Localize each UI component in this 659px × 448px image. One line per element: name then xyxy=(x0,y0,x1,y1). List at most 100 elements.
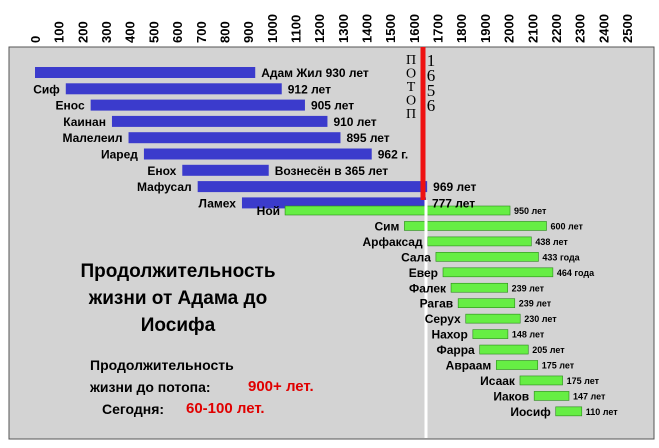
x-tick-label: 400 xyxy=(123,21,138,43)
x-tick-label: 100 xyxy=(52,21,67,43)
bar-after-flood xyxy=(404,221,547,231)
x-tick-label: 200 xyxy=(75,21,90,43)
bar-value-label: 600 лет xyxy=(550,221,583,231)
bar-before-flood xyxy=(182,164,269,176)
x-tick-label: 1700 xyxy=(431,14,446,43)
bar-value-label: 910 лет xyxy=(333,115,376,129)
bar-value-label: 969 лет xyxy=(433,180,476,194)
bar-after-flood xyxy=(435,252,539,262)
bar-value-label: 433 года xyxy=(542,252,580,262)
bar-name-label: Иаред xyxy=(101,148,138,162)
bar-before-flood xyxy=(35,67,256,78)
x-tick-label: 300 xyxy=(99,21,114,43)
x-tick-label: 700 xyxy=(194,21,209,43)
bar-name-label: Фарра xyxy=(436,343,475,357)
bar-before-flood xyxy=(241,197,426,209)
x-tick-label: 1800 xyxy=(454,14,469,43)
bar-after-flood xyxy=(442,267,554,278)
bar-value-label: 950 лет xyxy=(514,206,547,216)
bar-name-label: Енос xyxy=(56,99,85,113)
bar-name-label: Серух xyxy=(425,312,461,326)
bar-before-flood xyxy=(197,181,428,193)
bar-before-flood xyxy=(128,132,341,144)
bar-value-label: 962 г. xyxy=(378,148,409,162)
bar-label: Адам Жил 930 лет xyxy=(261,66,369,80)
bar-name-label: Сала xyxy=(401,250,431,264)
bar-name-label: Ной xyxy=(257,204,280,218)
bar-value-label: 239 лет xyxy=(519,299,552,309)
bar-value-label: 912 лет xyxy=(288,82,331,96)
bar-after-flood xyxy=(495,360,539,370)
bar-after-flood xyxy=(450,282,508,293)
bar-value-label: 110 лет xyxy=(586,407,619,417)
bar-after-flood xyxy=(479,344,529,355)
bar-name-label: Малелеил xyxy=(62,131,122,145)
bar-name-label: Исаак xyxy=(480,374,516,388)
labels-layer: Адам Жил 930 лет Сиф 912 лет Енос 905 лет Каи… xyxy=(33,66,618,419)
bar-name-label: Енох xyxy=(147,164,176,178)
note-line-1: Продолжительность xyxy=(90,357,234,373)
bar-value-label: 175 лет xyxy=(542,361,575,371)
bar-after-flood xyxy=(533,391,570,401)
bar-name-label: Евер xyxy=(409,266,438,280)
flood-label-letter: О xyxy=(406,94,416,109)
x-tick-label: 2300 xyxy=(573,14,588,43)
x-tick-label: 2100 xyxy=(525,14,540,43)
bar-before-flood xyxy=(111,115,328,127)
x-tick-label: 0 xyxy=(28,36,43,43)
x-tick-label: 2200 xyxy=(549,14,564,43)
bar-value-label: Вознесён в 365 лет xyxy=(275,164,389,178)
flood-label-letter: П xyxy=(406,107,416,122)
bar-value-label: 148 лет xyxy=(512,330,545,340)
bar-value-label: 895 лет xyxy=(346,131,389,145)
x-tick-label: 800 xyxy=(217,21,232,43)
bar-before-flood xyxy=(65,83,282,95)
note-line-2-value: 900+ лет. xyxy=(248,378,314,395)
bar-after-flood xyxy=(457,298,516,309)
x-tick-label: 1300 xyxy=(336,14,351,43)
x-tick-label: 1500 xyxy=(383,14,398,43)
note-line-3-value: 60-100 лет. xyxy=(186,400,265,417)
x-tick-label: 1100 xyxy=(288,15,303,43)
bar-name-label: Рагав xyxy=(420,297,454,311)
x-axis-ticks: 0 100 200 300 400 500 600 700 800 900 1000 1100 1200… xyxy=(28,14,635,43)
bar-name-label: Иосиф xyxy=(510,405,551,419)
bar-name-label: Иаков xyxy=(493,389,529,403)
bar-name-label: Ламех xyxy=(198,196,236,210)
bar-value-label: 239 лет xyxy=(512,283,545,293)
x-tick-label: 1000 xyxy=(265,14,280,43)
x-tick-label: 600 xyxy=(170,21,185,43)
x-tick-label: 1400 xyxy=(360,14,375,43)
bar-value-label: 438 лет xyxy=(535,237,568,247)
x-tick-label: 1600 xyxy=(407,14,422,43)
x-tick-label: 1900 xyxy=(478,14,493,43)
note-line-2-label: жизни до потопа: xyxy=(90,379,211,395)
plot-panel xyxy=(8,46,655,440)
bar-before-flood xyxy=(90,99,305,111)
bar-value-label: 777 лет xyxy=(432,196,475,210)
bar-name-label: Каинан xyxy=(63,115,106,129)
bar-after-flood xyxy=(465,313,521,324)
flood-label-digit: 6 xyxy=(427,96,436,115)
bars-layer xyxy=(35,67,583,417)
x-tick-label: 2000 xyxy=(502,14,517,43)
bar-name-label: Сиф xyxy=(33,82,60,96)
bar-name-label: Арфаксад xyxy=(362,235,423,249)
x-tick-label: 1200 xyxy=(312,14,327,43)
bar-name-label: Фалек xyxy=(409,281,447,295)
flood-label-letter: П xyxy=(406,53,416,68)
x-tick-label: 500 xyxy=(146,21,161,43)
page-title: Продолжительность жизни от Адама до Иоси… xyxy=(80,261,276,336)
bar-value-label: 230 лет xyxy=(524,314,557,324)
bar-before-flood xyxy=(143,148,372,160)
flood-label-letter: Т xyxy=(407,80,416,95)
bar-name-label: Авраам xyxy=(446,359,492,373)
note-line-3-label: Сегодня: xyxy=(102,401,165,417)
bar-value-label: 905 лет xyxy=(311,99,354,113)
flood-label-letter: О xyxy=(406,67,416,82)
bar-value-label: 175 лет xyxy=(567,376,600,386)
bar-name-label: Мафусал xyxy=(137,180,192,194)
bar-after-flood xyxy=(472,329,509,339)
